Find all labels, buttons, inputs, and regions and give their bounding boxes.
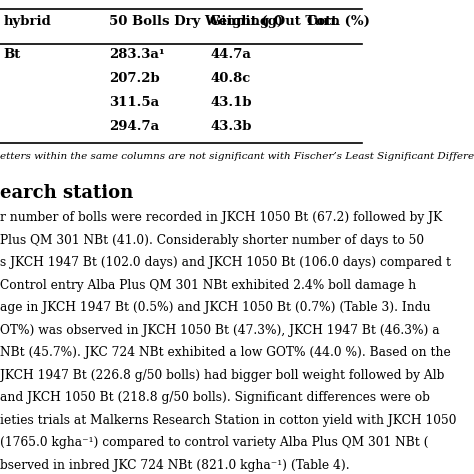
- Text: bserved in inbred JKC 724 NBt (821.0 kgha⁻¹) (Table 4).: bserved in inbred JKC 724 NBt (821.0 kgh…: [0, 459, 350, 472]
- Text: Bt: Bt: [4, 48, 21, 61]
- Text: (1765.0 kgha⁻¹) compared to control variety Alba Plus QM 301 NBt (: (1765.0 kgha⁻¹) compared to control vari…: [0, 437, 428, 449]
- Text: and JKCH 1050 Bt (218.8 g/50 bolls). Significant differences were ob: and JKCH 1050 Bt (218.8 g/50 bolls). Sig…: [0, 392, 430, 404]
- Text: 207.2b: 207.2b: [109, 72, 159, 85]
- Text: ieties trials at Malkerns Research Station in cotton yield with JKCH 1050: ieties trials at Malkerns Research Stati…: [0, 414, 456, 427]
- Text: 44.7a: 44.7a: [210, 48, 251, 61]
- Text: 50 Bolls Dry Weight (g): 50 Bolls Dry Weight (g): [109, 15, 283, 28]
- Text: Plus QM 301 NBt (41.0). Considerably shorter number of days to 50: Plus QM 301 NBt (41.0). Considerably sho…: [0, 234, 424, 246]
- Text: 311.5a: 311.5a: [109, 96, 159, 109]
- Text: 294.7a: 294.7a: [109, 120, 159, 133]
- Text: OT%) was observed in JKCH 1050 Bt (47.3%), JKCH 1947 Bt (46.3%) a: OT%) was observed in JKCH 1050 Bt (47.3%…: [0, 324, 439, 337]
- Text: 40.8c: 40.8c: [210, 72, 250, 85]
- Text: hybrid: hybrid: [4, 15, 51, 28]
- Text: s JKCH 1947 Bt (102.0 days) and JKCH 1050 Bt (106.0 days) compared t: s JKCH 1947 Bt (102.0 days) and JKCH 105…: [0, 256, 451, 269]
- Text: etters within the same columns are not significant with Fischer’s Least Signific: etters within the same columns are not s…: [0, 152, 474, 161]
- Text: earch station: earch station: [0, 184, 133, 202]
- Text: 43.3b: 43.3b: [210, 120, 252, 133]
- Text: JKCH 1947 Bt (226.8 g/50 bolls) had bigger boll weight followed by Alb: JKCH 1947 Bt (226.8 g/50 bolls) had bigg…: [0, 369, 444, 382]
- Text: 43.1b: 43.1b: [210, 96, 252, 109]
- Text: Ginning Out Turn (%): Ginning Out Turn (%): [210, 15, 370, 28]
- Text: r number of bolls were recorded in JKCH 1050 Bt (67.2) followed by JK: r number of bolls were recorded in JKCH …: [0, 211, 442, 224]
- Text: 283.3a¹: 283.3a¹: [109, 48, 164, 61]
- Text: NBt (45.7%). JKC 724 NBt exhibited a low GOT% (44.0 %). Based on the: NBt (45.7%). JKC 724 NBt exhibited a low…: [0, 346, 451, 359]
- Text: age in JKCH 1947 Bt (0.5%) and JKCH 1050 Bt (0.7%) (Table 3). Indu: age in JKCH 1947 Bt (0.5%) and JKCH 1050…: [0, 301, 430, 314]
- Text: Cott: Cott: [306, 15, 337, 28]
- Text: Control entry Alba Plus QM 301 NBt exhibited 2.4% boll damage h: Control entry Alba Plus QM 301 NBt exhib…: [0, 279, 416, 292]
